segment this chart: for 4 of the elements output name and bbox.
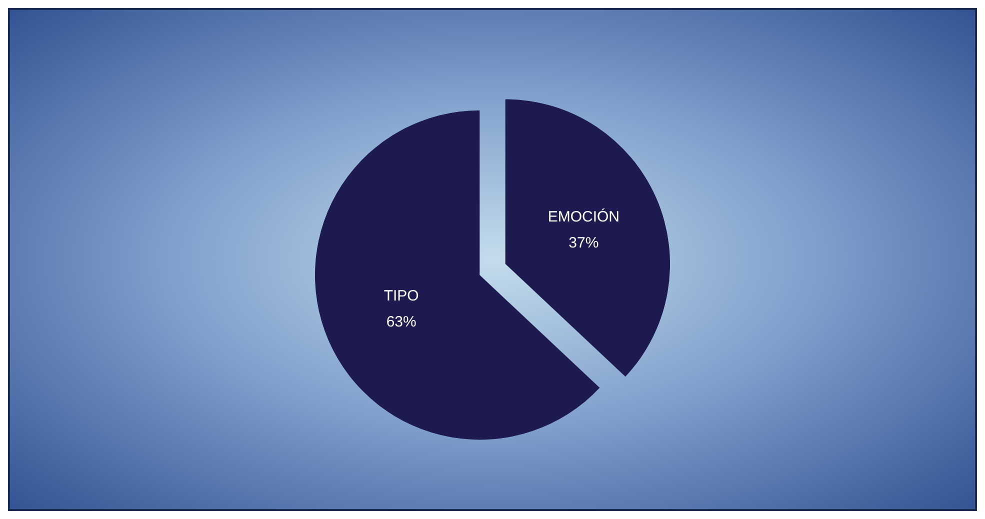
data-label: 37% — [568, 234, 599, 252]
data-label: 63% — [386, 313, 416, 330]
slice-label: EMOCIÓN — [548, 208, 620, 226]
slice-label: TIPO — [384, 287, 419, 304]
